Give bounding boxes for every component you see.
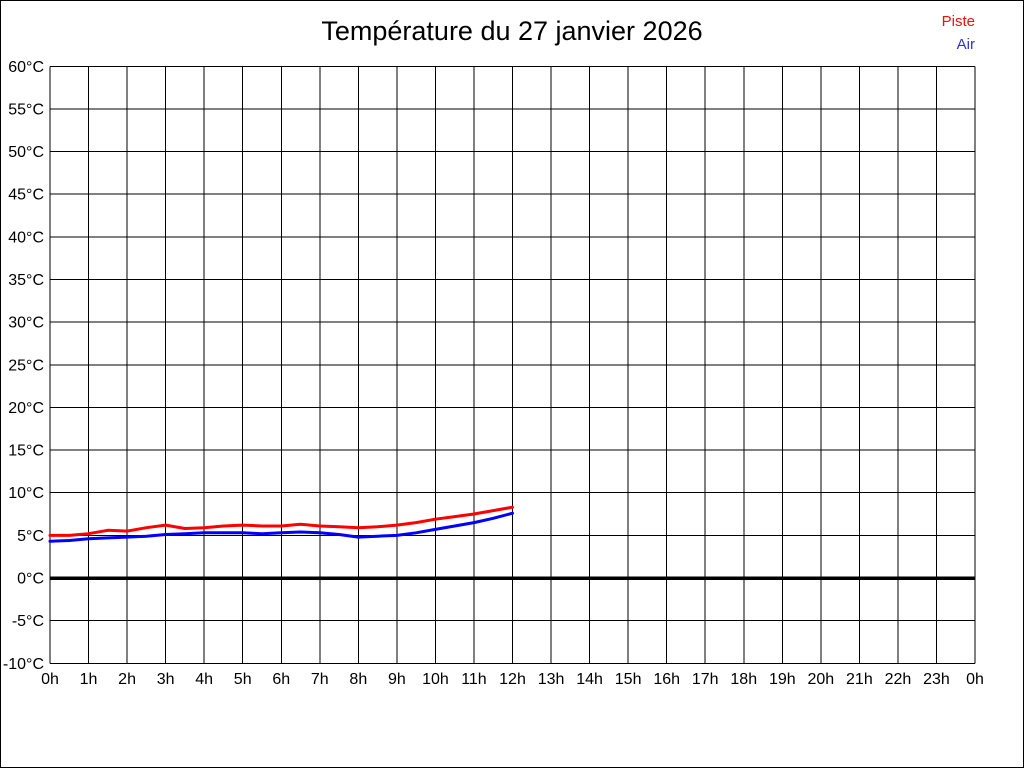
y-axis-tick-label: -10°C (3, 656, 44, 673)
x-axis-tick-label: 14h (576, 671, 603, 688)
x-axis-tick-label: 18h (730, 671, 757, 688)
x-axis-tick-label: 7h (311, 671, 329, 688)
y-axis-tick-label: -5°C (12, 613, 44, 630)
y-axis-tick-label: 25°C (8, 357, 44, 374)
x-axis-tick-label: 8h (349, 671, 367, 688)
x-axis-tick-label: 22h (885, 671, 912, 688)
x-axis-tick-label: 10h (422, 671, 449, 688)
x-axis-tick-label: 5h (234, 671, 252, 688)
axis-labels: 60°C 55°C 50°C 45°C 40°C 35°C 30°C 25°C 20°C 15°C… (3, 59, 984, 688)
x-axis-tick-label: 3h (157, 671, 175, 688)
x-axis-tick-label: 21h (846, 671, 873, 688)
x-axis-tick-label: 23h (923, 671, 950, 688)
x-axis-tick-label: 15h (615, 671, 642, 688)
x-axis-tick-label: 4h (195, 671, 213, 688)
y-axis-tick-label: 0°C (17, 571, 44, 588)
y-axis-tick-label: 35°C (8, 272, 44, 289)
x-axis-tick-label: 11h (461, 671, 487, 688)
chart-title: Température du 27 janvier 2026 (321, 16, 703, 46)
x-axis-tick-label: 19h (769, 671, 796, 688)
x-axis-tick-label: 9h (388, 671, 406, 688)
y-axis-tick-label: 30°C (8, 315, 44, 332)
y-axis-tick-label: 50°C (8, 144, 44, 161)
y-axis-tick-label: 40°C (8, 229, 44, 246)
legend-item-piste: Piste (941, 13, 975, 30)
x-axis-tick-label: 0h (966, 671, 984, 688)
x-axis-tick-label: 17h (692, 671, 719, 688)
x-axis-tick-label: 12h (499, 671, 526, 688)
x-axis-tick-label: 0h (41, 671, 59, 688)
x-axis-tick-label: 16h (653, 671, 680, 688)
y-axis-tick-label: 45°C (8, 187, 44, 204)
y-axis-tick-label: 60°C (8, 59, 44, 76)
x-axis-tick-label: 6h (272, 671, 290, 688)
y-axis-tick-label: 15°C (8, 443, 44, 460)
x-axis-tick-label: 20h (807, 671, 834, 688)
legend-item-air: Air (956, 36, 975, 53)
x-axis-tick-label: 13h (538, 671, 565, 688)
y-axis-tick-label: 10°C (8, 485, 44, 502)
grid (49, 65, 976, 664)
y-axis-tick-label: 55°C (8, 101, 44, 118)
series-line-piste (48, 505, 514, 537)
chart-legend: Piste Air (942, 10, 975, 56)
y-axis-tick-label: 5°C (17, 528, 44, 545)
x-axis-tick-label: 2h (118, 671, 136, 688)
x-axis-tick-label: 1h (80, 671, 98, 688)
series-line-air (48, 511, 514, 543)
y-axis-tick-label: 20°C (8, 400, 44, 417)
